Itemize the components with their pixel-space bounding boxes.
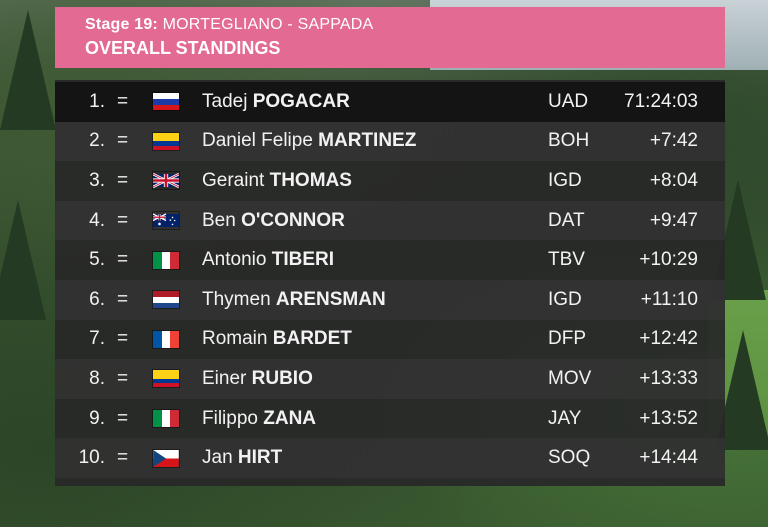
time-gap: +12:42 — [639, 328, 698, 350]
time-gap: +11:10 — [640, 288, 698, 310]
team-code: MOV — [548, 367, 592, 389]
team-code: DAT — [548, 209, 585, 231]
rider-name: Daniel Felipe MARTINEZ — [202, 130, 416, 152]
rider-name: Geraint THOMAS — [202, 170, 352, 192]
team-code: UAD — [548, 90, 589, 112]
time-gap: +9:47 — [649, 209, 698, 231]
standings-row: 8. = Einer RUBIO MOV +13:33 — [55, 359, 725, 399]
rank-position: 1. — [89, 90, 105, 112]
uk-flag-icon — [153, 172, 179, 189]
rank-change: = — [117, 169, 129, 191]
rider-first-name: Filippo — [202, 407, 264, 429]
rank-change: = — [117, 407, 129, 429]
rank-position: 6. — [89, 288, 105, 310]
rider-name: Ben O'CONNOR — [202, 210, 345, 232]
colombia-flag-icon — [153, 132, 179, 150]
rank-change: = — [117, 288, 129, 310]
standings-row: 5. = Antonio TIBERI TBV +10:29 — [55, 240, 725, 280]
time-gap: +14:44 — [639, 447, 698, 469]
rank-position: 4. — [89, 209, 105, 231]
rider-first-name: Romain — [202, 328, 273, 350]
rider-first-name: Antonio — [202, 249, 272, 271]
rank-change: = — [117, 90, 129, 112]
rider-last-name: MARTINEZ — [318, 130, 417, 152]
standings-row: 10. = Jan HIRT SOQ +14:44 — [55, 438, 725, 478]
stage-line: Stage 19: MORTEGLIANO - SAPPADA — [85, 15, 725, 35]
rank-change: = — [117, 367, 129, 389]
team-code: DFP — [548, 328, 586, 350]
rank-position: 5. — [89, 249, 105, 271]
background-tree — [0, 200, 46, 320]
standings-row: 2. = Daniel Felipe MARTINEZ BOH +7:42 — [55, 121, 725, 162]
rank-position: 7. — [89, 328, 105, 350]
standings-title: OVERALL STANDINGS — [85, 38, 281, 58]
standings-row: 9. = Filippo ZANA JAY +13:52 — [55, 399, 725, 439]
team-code: IGD — [548, 169, 582, 191]
rider-first-name: Tadej — [202, 90, 253, 112]
italy-flag-icon — [153, 410, 179, 428]
rider-name: Einer RUBIO — [202, 368, 313, 390]
rider-name: Thymen ARENSMAN — [202, 289, 386, 311]
stage-header: Stage 19: MORTEGLIANO - SAPPADA OVERALL … — [55, 7, 725, 68]
rider-first-name: Jan — [202, 447, 238, 469]
rider-last-name: THOMAS — [269, 169, 352, 191]
time-gap: +13:33 — [639, 367, 698, 389]
rider-last-name: POGACAR — [252, 90, 350, 112]
time-gap: +13:52 — [639, 407, 698, 429]
rider-first-name: Daniel Felipe — [202, 130, 319, 152]
rider-first-name: Einer — [202, 367, 252, 389]
rider-last-name: TIBERI — [271, 249, 335, 271]
rider-first-name: Thymen — [202, 288, 276, 310]
time-gap: +8:04 — [649, 169, 698, 191]
rider-name: Tadej POGACAR — [202, 91, 350, 113]
rider-last-name: O'CONNOR — [241, 209, 345, 231]
rank-position: 10. — [78, 447, 105, 469]
rider-last-name: ARENSMAN — [275, 288, 386, 310]
rider-last-name: RUBIO — [251, 367, 313, 389]
france-flag-icon — [153, 330, 179, 348]
rank-position: 8. — [89, 367, 105, 389]
stage-label: Stage 19: — [85, 16, 158, 33]
rider-last-name: ZANA — [263, 407, 317, 429]
standings-row: 4. = Ben O'CONNOR DAT +9:47 — [55, 200, 725, 241]
background-tree — [0, 10, 56, 130]
team-code: JAY — [548, 407, 582, 429]
team-code: BOH — [548, 130, 590, 152]
rank-change: = — [117, 447, 129, 469]
netherlands-flag-icon — [153, 291, 179, 309]
rider-last-name: BARDET — [272, 328, 352, 350]
stage-route: MORTEGLIANO - SAPPADA — [162, 16, 374, 33]
rank-position: 9. — [89, 407, 105, 429]
standings-row: 7. = Romain BARDET DFP +12:42 — [55, 320, 725, 360]
czech-flag-icon — [153, 449, 179, 467]
standings-row: 6. = Thymen ARENSMAN IGD +11:10 — [55, 280, 725, 320]
time-gap: 71:24:03 — [624, 90, 698, 112]
team-code: IGD — [548, 288, 582, 310]
rider-name: Romain BARDET — [202, 328, 352, 350]
rider-name: Filippo ZANA — [202, 408, 316, 430]
italy-flag-icon — [153, 251, 179, 269]
rank-position: 3. — [89, 169, 105, 191]
rider-last-name: HIRT — [237, 447, 283, 469]
rank-position: 2. — [89, 130, 105, 152]
standings-row: 3. = Geraint THOMAS IGD +8:04 — [55, 161, 725, 201]
rank-change: = — [117, 249, 129, 271]
rider-name: Antonio TIBERI — [202, 249, 334, 271]
rank-change: = — [117, 328, 129, 350]
rider-first-name: Ben — [202, 209, 242, 231]
australia-flag-icon — [153, 212, 179, 229]
colombia-flag-icon — [153, 370, 179, 388]
slovenia-flag-icon — [153, 93, 179, 111]
standings-table: 1. = Tadej POGACAR UAD 71:24:03 2. = Daniel Fel… — [55, 80, 725, 486]
time-gap: +7:42 — [649, 130, 698, 152]
rider-name: Jan HIRT — [202, 447, 282, 469]
time-gap: +10:29 — [639, 249, 698, 271]
rider-first-name: Geraint — [202, 169, 270, 191]
rank-change: = — [117, 209, 129, 231]
rank-change: = — [117, 130, 129, 152]
standings-row: 1. = Tadej POGACAR UAD 71:24:03 — [55, 82, 725, 122]
team-code: TBV — [548, 249, 585, 271]
team-code: SOQ — [548, 447, 591, 469]
